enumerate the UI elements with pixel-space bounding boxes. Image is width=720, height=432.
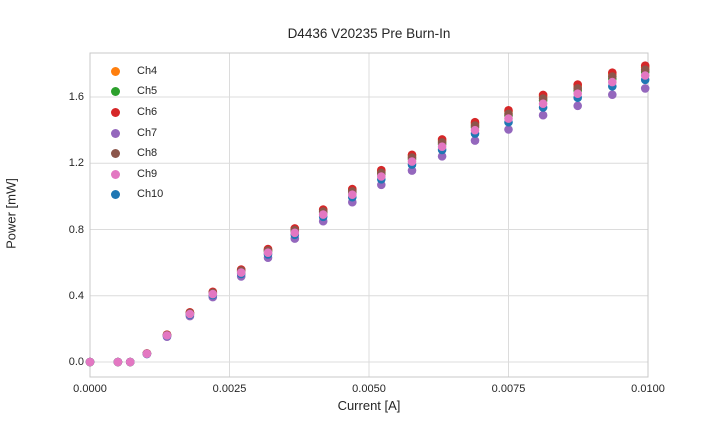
data-point bbox=[573, 89, 582, 98]
plot-border bbox=[89, 52, 649, 378]
legend-item-Ch9: Ch9 bbox=[108, 164, 163, 185]
legend-item-Ch5: Ch5 bbox=[108, 82, 163, 103]
series-Ch6 bbox=[85, 61, 650, 367]
data-point bbox=[236, 268, 246, 277]
data-point bbox=[348, 190, 357, 199]
data-point bbox=[640, 84, 650, 93]
series-Ch7 bbox=[85, 84, 650, 367]
y-tick-label: 0.4 bbox=[68, 289, 84, 302]
y-axis-label: Power [mW] bbox=[3, 178, 19, 249]
legend-marker-icon bbox=[111, 87, 120, 97]
data-point bbox=[504, 114, 513, 123]
x-tick-label: 0.0025 bbox=[212, 383, 247, 395]
gridlines bbox=[89, 53, 649, 377]
data-point bbox=[85, 357, 95, 367]
data-point bbox=[318, 210, 328, 219]
legend-label: Ch4 bbox=[137, 64, 158, 77]
series-Ch10 bbox=[85, 75, 650, 367]
y-tick-label: 0.0 bbox=[68, 355, 84, 368]
data-point bbox=[162, 331, 172, 340]
legend-marker-icon bbox=[111, 169, 120, 179]
x-axis-label: Current [A] bbox=[337, 398, 401, 413]
legend-label: Ch8 bbox=[137, 147, 158, 160]
x-tick-label: 0.0050 bbox=[352, 383, 386, 395]
legend-marker-icon bbox=[111, 149, 120, 159]
x-tick-label: 0.0075 bbox=[491, 383, 526, 395]
series-Ch9 bbox=[85, 71, 650, 367]
legend-item-Ch8: Ch8 bbox=[108, 143, 163, 164]
legend-item-Ch6: Ch6 bbox=[108, 102, 163, 123]
data-point bbox=[125, 357, 135, 367]
legend-marker-icon bbox=[111, 128, 120, 138]
data-point bbox=[377, 172, 386, 181]
data-point bbox=[640, 71, 650, 80]
legend-label: Ch6 bbox=[137, 105, 158, 118]
legend-label: Ch5 bbox=[137, 85, 158, 98]
x-tick-label: 0.0100 bbox=[631, 383, 665, 395]
data-point bbox=[538, 99, 548, 108]
data-point bbox=[470, 136, 480, 145]
y-tick-label: 0.8 bbox=[68, 223, 84, 236]
legend: Ch4 Ch5 Ch6 Ch7 Ch8 Ch9 Ch10 bbox=[108, 61, 163, 205]
data-point bbox=[185, 309, 195, 319]
data-point bbox=[290, 228, 300, 238]
data-point bbox=[142, 349, 152, 359]
legend-label: Ch9 bbox=[137, 167, 158, 180]
legend-label: Ch10 bbox=[137, 188, 164, 201]
legend-marker-icon bbox=[111, 190, 120, 200]
legend-marker-icon bbox=[111, 66, 120, 76]
data-point bbox=[470, 125, 480, 135]
scatter-points bbox=[85, 61, 650, 367]
legend-item-Ch10: Ch10 bbox=[108, 185, 163, 206]
data-point bbox=[437, 152, 447, 161]
data-point bbox=[608, 90, 617, 99]
legend-item-Ch4: Ch4 bbox=[108, 61, 163, 82]
data-point bbox=[263, 248, 273, 257]
data-point bbox=[407, 166, 417, 175]
y-tick-label: 1.2 bbox=[68, 157, 84, 170]
data-point bbox=[573, 101, 582, 111]
legend-label: Ch7 bbox=[137, 126, 158, 139]
data-point bbox=[407, 157, 417, 166]
x-tick-label: 0.0000 bbox=[73, 383, 107, 395]
data-point bbox=[608, 77, 617, 87]
data-point bbox=[437, 142, 447, 151]
series-Ch5 bbox=[85, 67, 650, 367]
data-point bbox=[113, 357, 123, 367]
data-point bbox=[208, 289, 218, 299]
legend-marker-icon bbox=[111, 107, 120, 117]
series-Ch4 bbox=[85, 63, 650, 367]
data-point bbox=[504, 125, 513, 134]
y-tick-label: 1.6 bbox=[68, 91, 84, 104]
series-Ch8 bbox=[85, 65, 650, 367]
data-point bbox=[538, 110, 548, 120]
chart-title: D4436 V20235 Pre Burn-In bbox=[287, 26, 451, 41]
legend-item-Ch7: Ch7 bbox=[108, 123, 163, 144]
